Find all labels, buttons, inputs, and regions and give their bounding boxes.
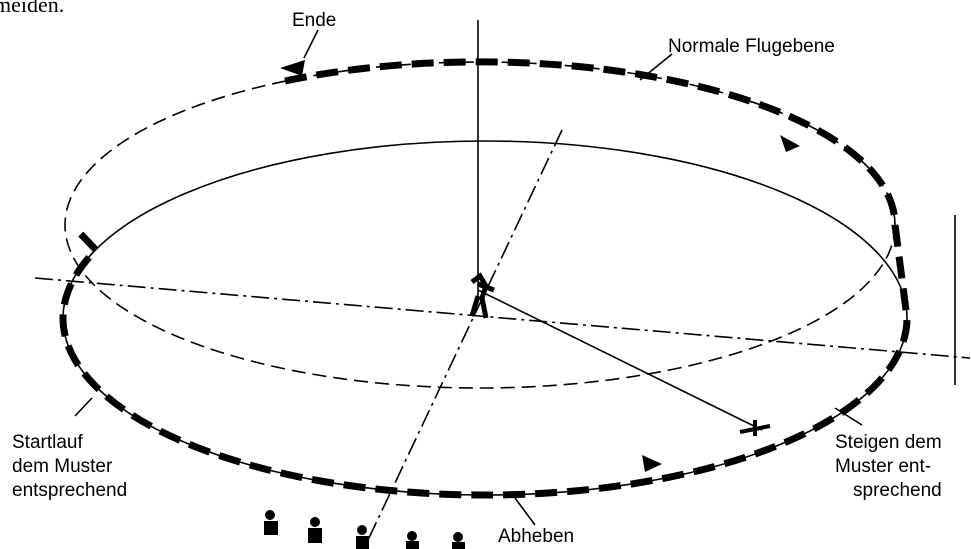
flight-path <box>59 58 911 499</box>
label: Steigen dem <box>835 432 942 453</box>
label: Abheben <box>498 526 574 547</box>
leader-lines <box>74 29 863 526</box>
label: Normale Flugebene <box>668 36 835 57</box>
pilot <box>469 272 495 319</box>
arrow <box>280 60 305 76</box>
label: Ende <box>292 10 336 31</box>
dash-dot-axis <box>34 277 971 359</box>
model-plane <box>739 420 771 436</box>
label: Muster ent- <box>835 456 931 477</box>
spectators <box>264 510 465 549</box>
control-line <box>477 289 763 431</box>
top-fragment: meiden. <box>0 0 64 17</box>
arrow <box>642 455 662 472</box>
label: entsprechend <box>12 480 127 501</box>
label: dem Muster <box>12 456 113 477</box>
label: sprechend <box>853 480 942 501</box>
arrow <box>780 135 800 152</box>
dash-dot-axis <box>367 129 563 541</box>
label: Startlauf <box>12 432 83 453</box>
